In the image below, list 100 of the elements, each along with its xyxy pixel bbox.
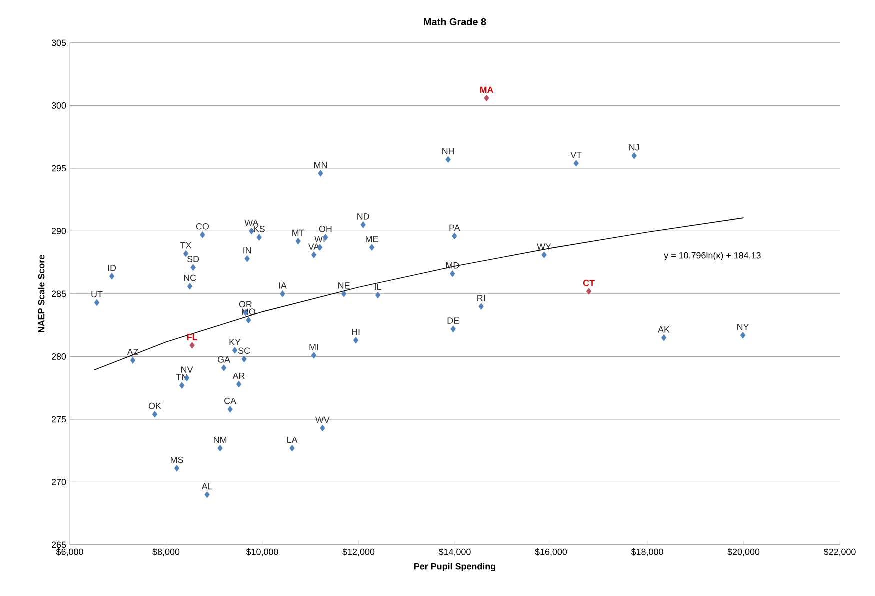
- annotation: MS: [171, 456, 184, 464]
- x-tick-label: $14,000: [438, 548, 471, 556]
- annotation: SC: [238, 348, 250, 354]
- annotation: AL: [202, 483, 212, 490]
- annotation: GA: [218, 356, 230, 363]
- point: [190, 342, 195, 349]
- point: [320, 424, 326, 432]
- point: [204, 491, 210, 498]
- annotation: UT: [92, 291, 103, 298]
- point: [183, 250, 189, 258]
- annotation: AR: [232, 372, 245, 380]
- annotation: NM: [214, 436, 227, 444]
- point: [256, 234, 262, 241]
- y-tick-label: 280: [52, 354, 66, 360]
- annotation: WI: [314, 236, 325, 242]
- annotation: VT: [570, 152, 582, 158]
- point: [296, 238, 301, 245]
- annotation: IL: [375, 284, 382, 290]
- point: [661, 334, 667, 342]
- point: [311, 252, 317, 258]
- x-tick-label: $20,000: [728, 548, 760, 556]
- point: [152, 411, 158, 418]
- annotation: NV: [182, 366, 194, 373]
- point: [311, 352, 317, 359]
- point: [221, 364, 227, 372]
- point: [353, 337, 359, 344]
- y-tick-label: 290: [52, 228, 66, 234]
- point: [542, 252, 547, 258]
- x-tick-label: $12,000: [342, 548, 375, 556]
- annotation: DE: [448, 318, 460, 324]
- annotation: ND: [358, 214, 370, 220]
- point: [236, 380, 242, 388]
- point: [187, 283, 193, 290]
- annotation: MI: [310, 344, 318, 350]
- point: [375, 292, 381, 299]
- point: [244, 255, 250, 262]
- x-tick-label: $8,000: [152, 548, 180, 556]
- y-tick-label: 275: [52, 416, 66, 423]
- point: [290, 444, 295, 452]
- point: [740, 332, 746, 339]
- annotation: CT: [583, 280, 595, 286]
- x-tick-label: $6,000: [56, 548, 84, 556]
- annotation: WA: [244, 220, 259, 226]
- annotation: NE: [338, 282, 350, 289]
- annotation: PA: [450, 224, 460, 232]
- y-tick-label: 300: [52, 102, 66, 109]
- point: [369, 244, 375, 251]
- y-tick-label: 305: [52, 40, 66, 46]
- annotation: KY: [230, 339, 241, 346]
- point: [478, 303, 484, 310]
- x-tick-label: $18,000: [631, 548, 664, 556]
- annotation: IN: [244, 247, 252, 254]
- annotation: KS: [254, 226, 265, 232]
- annotation: MN: [314, 162, 327, 168]
- annotation: FL: [187, 334, 198, 340]
- point: [360, 222, 366, 228]
- annotation: RI: [478, 295, 485, 302]
- point: [246, 316, 252, 324]
- x-tick-label: $22,000: [824, 548, 856, 556]
- point: [109, 273, 115, 280]
- point: [632, 152, 637, 160]
- point: [94, 299, 100, 306]
- annotation: OR: [239, 301, 252, 308]
- point: [574, 160, 579, 167]
- annotation: CA: [224, 398, 237, 404]
- point: [452, 232, 458, 240]
- annotation: HI: [352, 329, 360, 336]
- annotation: MT: [292, 230, 305, 236]
- y-tick-label: 285: [52, 290, 66, 298]
- y-axis-title: NAEP Scale Score: [38, 255, 45, 333]
- point: [249, 228, 254, 235]
- x-tick-label: $16,000: [535, 548, 568, 556]
- annotation: AK: [658, 326, 670, 333]
- x-axis-title: Per Pupil Spending: [414, 563, 496, 572]
- annotation: y = 10.796ln(x) + 184.13: [664, 252, 761, 261]
- annotation: WY: [537, 244, 552, 250]
- point: [174, 465, 180, 472]
- annotation: NC: [184, 274, 196, 282]
- annotation: NH: [442, 148, 454, 154]
- annotation: IA: [279, 282, 287, 289]
- point: [318, 170, 324, 177]
- point: [200, 232, 206, 238]
- point: [446, 156, 451, 164]
- annotation: ME: [366, 236, 378, 242]
- point: [341, 290, 347, 298]
- annotation: LA: [288, 436, 298, 444]
- annotation: SD: [187, 256, 200, 262]
- point: [280, 290, 286, 298]
- y-tick-label: 265: [52, 542, 66, 548]
- annotation: OH: [319, 226, 332, 232]
- point: [130, 357, 136, 364]
- annotation: NY: [738, 324, 750, 330]
- point: [179, 382, 185, 389]
- annotation: WV: [316, 416, 330, 424]
- point: [242, 356, 247, 363]
- annotation: CO: [196, 223, 209, 230]
- annotation: NJ: [630, 144, 640, 151]
- annotation: TX: [180, 242, 192, 249]
- y-tick-label: 295: [52, 165, 66, 172]
- point: [450, 326, 456, 333]
